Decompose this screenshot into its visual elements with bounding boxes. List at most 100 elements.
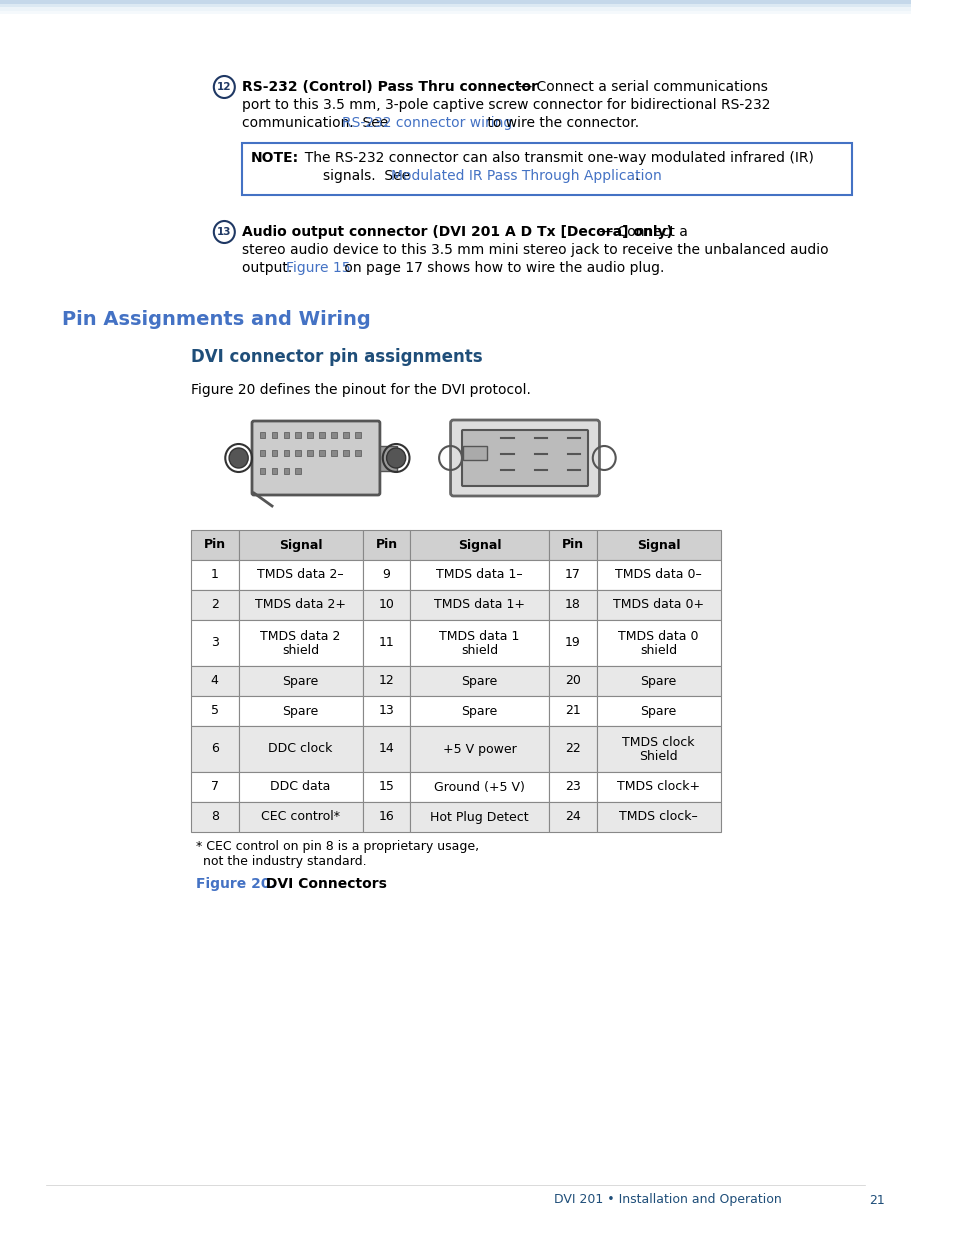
Bar [362,590,410,620]
Bar [0,7,910,11]
Text: 20: 20 [564,674,580,688]
Text: shield: shield [282,643,319,657]
Bar [307,432,313,438]
Text: Pin: Pin [561,538,583,552]
Text: 3: 3 [211,636,218,650]
Text: Figure 15: Figure 15 [286,261,351,275]
Text: 12: 12 [217,82,232,91]
Text: Figure 20.: Figure 20. [195,877,275,890]
Text: 11: 11 [378,636,394,650]
Text: 17: 17 [564,568,580,582]
FancyBboxPatch shape [241,143,852,195]
Text: 16: 16 [378,810,394,824]
Bar [410,772,548,802]
Text: Pin: Pin [375,538,397,552]
Bar [191,802,238,832]
Bar [410,620,548,666]
Text: TMDS data 1+: TMDS data 1+ [434,599,524,611]
Text: DDC clock: DDC clock [268,742,333,756]
Text: * CEC control on pin 8 is a proprietary usage,: * CEC control on pin 8 is a proprietary … [195,840,478,853]
Text: 13: 13 [217,227,232,237]
Bar [343,432,349,438]
Text: to wire the connector.: to wire the connector. [482,116,639,130]
Text: .: . [634,169,639,183]
Text: NOTE:: NOTE: [251,151,299,165]
Text: Spare: Spare [639,674,676,688]
Bar [355,450,360,456]
Text: 8: 8 [211,810,218,824]
Bar [0,15,910,19]
Bar [410,802,548,832]
Bar [548,772,596,802]
Bar [319,432,325,438]
Bar [362,620,410,666]
Text: Spare: Spare [282,704,318,718]
Bar [259,468,265,474]
Bar [331,450,336,456]
Bar [548,666,596,697]
Bar [343,450,349,456]
Bar [272,468,277,474]
Bar [238,772,362,802]
Bar [596,530,720,559]
Bar [238,697,362,726]
Text: Ground (+5 V): Ground (+5 V) [434,781,524,794]
Bar [191,666,238,697]
Bar [238,666,362,697]
Text: — Connect a serial communications: — Connect a serial communications [513,80,766,94]
Text: RS-232 connector wiring: RS-232 connector wiring [341,116,512,130]
Text: 18: 18 [564,599,580,611]
Text: 23: 23 [564,781,580,794]
Text: Spare: Spare [282,674,318,688]
Bar [548,530,596,559]
Text: DDC data: DDC data [271,781,331,794]
Text: TMDS clock+: TMDS clock+ [617,781,700,794]
Bar [410,666,548,697]
Bar [548,802,596,832]
Bar [596,726,720,772]
FancyBboxPatch shape [450,420,598,496]
Text: 9: 9 [382,568,390,582]
Text: DVI 201 • Installation and Operation: DVI 201 • Installation and Operation [553,1193,781,1207]
Bar [596,697,720,726]
Bar [548,726,596,772]
Text: port to this 3.5 mm, 3-pole captive screw connector for bidirectional RS-232: port to this 3.5 mm, 3-pole captive scre… [241,98,769,112]
Text: TMDS data 1: TMDS data 1 [439,630,519,642]
Text: DVI Connectors: DVI Connectors [260,877,386,890]
Bar [191,620,238,666]
Bar [462,446,486,459]
Text: signals.  See: signals. See [322,169,414,183]
Text: RS-232 (Control) Pass Thru connector: RS-232 (Control) Pass Thru connector [241,80,537,94]
Text: 10: 10 [378,599,395,611]
Text: — Connect a: — Connect a [594,225,687,240]
Text: 21: 21 [868,1193,883,1207]
Bar [191,590,238,620]
Bar [319,450,325,456]
Bar [283,450,289,456]
Text: Signal: Signal [457,538,501,552]
Text: The RS-232 connector can also transmit one-way modulated infrared (IR): The RS-232 connector can also transmit o… [295,151,813,165]
Bar [191,772,238,802]
Bar [410,697,548,726]
Text: Spare: Spare [461,674,497,688]
FancyBboxPatch shape [461,430,587,487]
Bar [548,697,596,726]
Bar [362,802,410,832]
Bar [238,530,362,559]
Bar [410,559,548,590]
Bar [362,666,410,697]
Bar [238,590,362,620]
Bar [548,590,596,620]
Bar [596,772,720,802]
Text: shield: shield [639,643,677,657]
Text: TMDS data 0: TMDS data 0 [618,630,699,642]
Bar [596,590,720,620]
Bar [596,666,720,697]
Text: Signal: Signal [278,538,322,552]
Text: Signal: Signal [637,538,679,552]
Bar [283,432,289,438]
Bar [548,559,596,590]
Bar [238,559,362,590]
Text: TMDS data 2+: TMDS data 2+ [254,599,346,611]
Bar [0,4,910,9]
